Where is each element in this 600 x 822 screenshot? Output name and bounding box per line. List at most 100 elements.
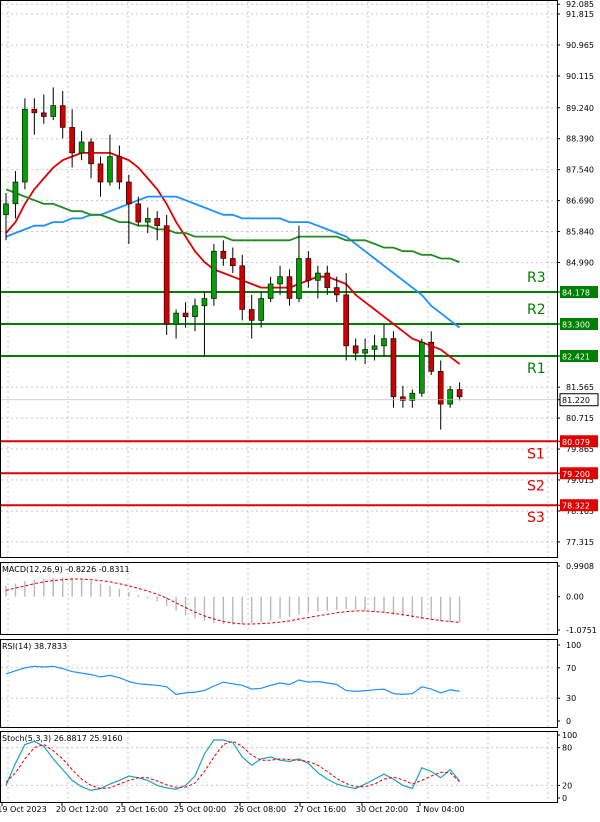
candle-body-35 [333, 287, 340, 296]
candle-2 [22, 98, 28, 190]
candle-body-46 [437, 371, 444, 405]
candle-36 [343, 273, 350, 361]
level-tag-value-s3: 78.322 [562, 502, 590, 511]
candle-body-12 [116, 156, 123, 183]
candle-body-21 [201, 298, 208, 307]
candle-body-28 [267, 283, 274, 299]
candle-42 [400, 385, 406, 408]
candle-0 [3, 192, 9, 241]
stoch-tick-label-3: 0 [562, 794, 567, 803]
stoch-tick-label-1: 80 [562, 744, 572, 753]
candle-body-39 [371, 345, 378, 350]
candle-33 [315, 265, 321, 299]
candle-body-38 [362, 349, 368, 354]
candle-29 [277, 265, 283, 295]
price-tick-label-3: 90.115 [566, 72, 594, 81]
rsi-tick-label-2: 30 [566, 694, 576, 703]
candle-body-42 [400, 396, 406, 401]
level-label-r1: R1 [527, 361, 546, 377]
candle-11 [107, 134, 113, 186]
price-tick-label-9: 84.990 [566, 258, 594, 267]
price-tick-label-0: 92.085 [566, 0, 594, 9]
candle-10 [97, 156, 104, 197]
candle-45 [428, 331, 435, 375]
candle-13 [126, 174, 132, 244]
level-tag-s1 [560, 435, 598, 448]
level-tag-value-r1: 82.421 [562, 353, 590, 362]
candle-48 [456, 382, 463, 401]
candle-34 [324, 265, 331, 295]
candle-15 [144, 207, 151, 233]
last-price-value: 81.220 [562, 396, 590, 405]
stoch-d-line [5, 740, 460, 790]
stoch-tick-label-0: 100 [562, 731, 577, 740]
candle-body-9 [88, 141, 94, 165]
level-tag-r3 [560, 286, 598, 299]
candle-body-26 [248, 309, 255, 321]
candle-body-15 [144, 218, 151, 223]
candle-23 [220, 240, 227, 266]
candle-body-29 [277, 276, 283, 285]
candle-19 [182, 302, 189, 328]
price-tick-label-6: 87.540 [566, 166, 594, 175]
candle-28 [267, 276, 274, 303]
candle-body-30 [286, 276, 293, 299]
price-tick-label-22: 77.315 [566, 538, 594, 547]
level-tag-value-r3: 84.178 [562, 289, 590, 298]
ma-blue-line [5, 195, 461, 329]
candle-body-1 [12, 181, 19, 205]
candle-46 [437, 360, 444, 430]
candle-body-0 [3, 203, 9, 216]
candle-12 [116, 145, 123, 190]
level-label-s3: S3 [527, 510, 545, 526]
candle-6 [59, 91, 66, 139]
candle-26 [248, 294, 255, 339]
candle-body-3 [31, 108, 38, 114]
level-tag-value-s1: 80.079 [562, 438, 590, 447]
candle-31 [296, 225, 302, 303]
candle-27 [258, 291, 264, 328]
candle-body-22 [211, 250, 217, 299]
level-tag-r2 [560, 318, 598, 331]
candle-body-16 [154, 218, 160, 227]
candle-body-6 [59, 105, 66, 128]
candle-5 [50, 87, 57, 121]
candle-38 [362, 338, 368, 365]
level-tag-r1 [560, 350, 598, 363]
candle-body-37 [352, 345, 359, 354]
candle-body-47 [447, 389, 453, 405]
macd-tick-label-2: -1.0751 [566, 626, 597, 635]
price-tick-label-15: 80.715 [566, 414, 594, 423]
candle-14 [135, 196, 142, 226]
candle-body-34 [324, 272, 331, 288]
candle-44 [418, 338, 425, 397]
candle-47 [447, 385, 453, 408]
time-tick-label-1: 20 Oct 12:00 [56, 805, 108, 814]
time-tick-label-6: 30 Oct 20:00 [356, 805, 408, 814]
candle-body-7 [69, 127, 75, 154]
candle-body-40 [381, 338, 387, 347]
candle-39 [371, 334, 378, 361]
macd-signal-line [5, 578, 460, 625]
macd-title: MACD(12,26,9) -0.8226 -0.8311 [2, 565, 130, 574]
level-tag-s2 [560, 467, 598, 480]
candle-body-48 [456, 389, 463, 398]
candle-body-11 [107, 156, 113, 183]
price-tick-label-7: 86.690 [566, 197, 594, 206]
candle-41 [390, 331, 397, 408]
candle-body-18 [173, 312, 179, 325]
candle-body-19 [182, 312, 189, 318]
level-label-r3: R3 [527, 270, 546, 286]
candle-3 [31, 98, 38, 135]
candle-37 [352, 338, 359, 361]
candle-body-20 [192, 305, 198, 318]
level-label-s2: S2 [527, 478, 545, 494]
level-tag-value-r2: 83.300 [562, 321, 590, 330]
candle-35 [333, 276, 340, 303]
candle-body-4 [40, 112, 47, 117]
candle-43 [409, 389, 416, 408]
macd-tick-label-1: 0.00 [566, 593, 584, 602]
candle-body-14 [135, 203, 142, 223]
rsi-line [5, 665, 460, 696]
